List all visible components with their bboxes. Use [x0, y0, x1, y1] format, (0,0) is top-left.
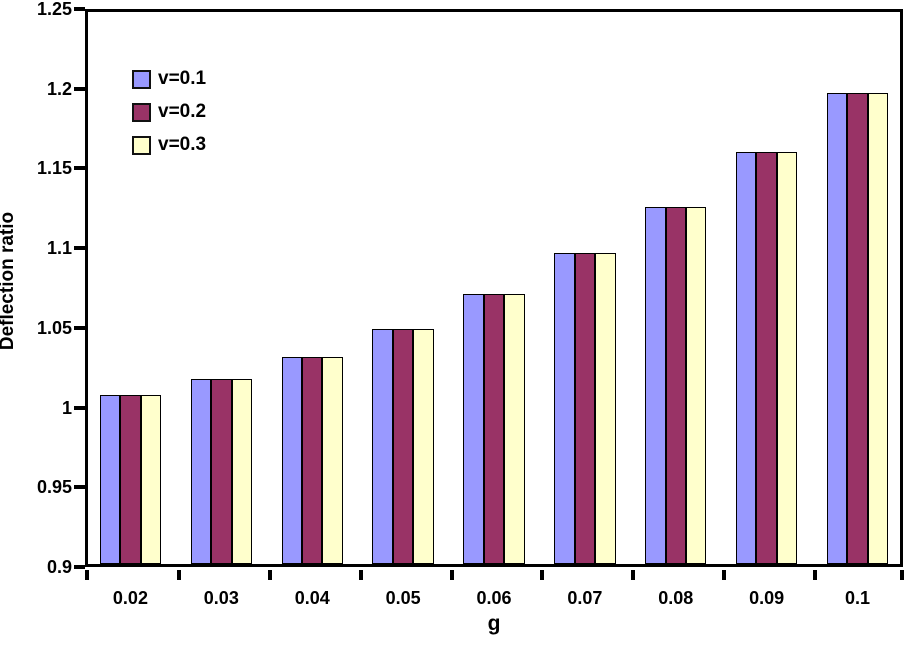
x-axis-category-label: 0.1: [845, 588, 871, 608]
x-axis-category-label: 0.03: [203, 588, 239, 608]
y-axis-tick: [74, 7, 85, 11]
x-axis-category-label: 0.09: [749, 588, 785, 608]
legend-item: v=0.1: [132, 68, 206, 90]
x-axis-tick: [900, 570, 904, 580]
bar-v0.1-g0.08: [645, 206, 666, 564]
x-axis-tick: [267, 570, 272, 580]
y-axis-tick: [74, 485, 85, 490]
plot-area: 0.9 0.95 1 1.05 1.1 1.15 1.2 1.25 0.02 0.03 0.04 0.…: [37, 0, 904, 608]
y-axis-tick: [74, 246, 85, 251]
legend-item: v=0.2: [132, 101, 206, 123]
x-axis-title: g: [487, 612, 501, 635]
bar-v0.2-g0.06: [483, 294, 505, 564]
y-axis-tick-label: 0.95: [36, 477, 72, 498]
bar-v0.2-g0.08: [665, 206, 686, 564]
bar-v0.1-g0.06: [463, 294, 484, 564]
y-axis-tick: [74, 325, 85, 330]
legend-swatch-icon: [132, 102, 151, 122]
x-axis-tick: [85, 570, 89, 580]
bar-v0.3-g0.09: [776, 152, 798, 564]
x-axis-category-label: 0.06: [476, 588, 512, 608]
bar-v0.2-g0.04: [301, 356, 323, 564]
bar-v0.1-g0.09: [735, 152, 757, 564]
y-axis-tick-label: 1.2: [46, 78, 72, 99]
legend-swatch-icon: [132, 69, 151, 89]
legend: v=0.1 v=0.2 v=0.3: [132, 68, 206, 167]
x-axis-tick: [631, 570, 636, 580]
bar-v0.3-g0.1: [867, 93, 889, 564]
y-axis-tick-label: 1.25: [36, 0, 72, 19]
legend-label: v=0.1: [158, 68, 207, 89]
x-axis-category-label: 0.05: [385, 588, 421, 608]
legend-label: v=0.3: [158, 134, 207, 155]
x-axis-category-label: 0.07: [567, 588, 603, 608]
bar-v0.1-g0.1: [826, 93, 848, 564]
y-axis-tick-label: 1.05: [36, 317, 72, 338]
x-axis-tick: [358, 570, 363, 580]
y-axis-tick-label: 0.9: [46, 557, 72, 577]
bar-v0.1-g0.03: [190, 378, 212, 564]
y-axis-tick: [74, 86, 85, 91]
y-axis-tick-label: 1: [61, 397, 72, 418]
bar-v0.3-g0.04: [322, 356, 343, 564]
x-axis-category-label: 0.04: [294, 588, 330, 608]
bar-v0.3-g0.05: [413, 329, 434, 564]
bar-v0.3-g0.02: [140, 394, 162, 564]
y-axis-title: Deflection ratio: [0, 211, 18, 351]
bar-v0.3-g0.03: [231, 378, 252, 564]
bar-v0.2-g0.09: [756, 152, 777, 564]
legend-swatch-icon: [132, 135, 151, 155]
bar-v0.3-g0.07: [595, 252, 616, 564]
x-axis-tick: [722, 570, 727, 580]
y-axis-tick-label: 1.15: [36, 158, 72, 179]
y-axis-tick: [74, 166, 85, 171]
bar-v0.3-g0.06: [504, 294, 525, 564]
bar-v0.3-g0.08: [686, 206, 707, 564]
x-axis-tick: [540, 570, 545, 580]
x-axis-tick: [813, 570, 818, 580]
bar-v0.2-g0.1: [847, 93, 868, 564]
bar-v0.1-g0.07: [554, 252, 575, 564]
bar-v0.2-g0.03: [211, 378, 232, 564]
bar-v0.1-g0.04: [281, 356, 302, 564]
bar-v0.1-g0.02: [99, 394, 121, 564]
x-axis-category-label: 0.08: [658, 588, 694, 608]
bar-v0.2-g0.07: [574, 252, 596, 564]
legend-label: v=0.2: [158, 101, 207, 122]
x-axis-tick: [449, 570, 454, 580]
bar-v0.1-g0.05: [372, 329, 393, 564]
y-axis-tick: [74, 405, 85, 410]
y-axis-tick: [74, 565, 85, 569]
bar-v0.2-g0.02: [120, 394, 141, 564]
x-axis-tick: [176, 570, 181, 580]
legend-item: v=0.3: [132, 134, 206, 156]
y-axis-tick-label: 1.1: [46, 238, 72, 259]
x-axis-category-label: 0.02: [112, 588, 148, 608]
bar-v0.2-g0.05: [392, 329, 414, 564]
